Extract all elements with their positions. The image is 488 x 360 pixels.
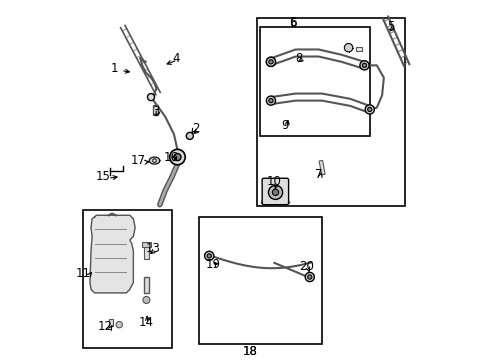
Text: 6: 6 — [289, 16, 296, 29]
Text: 17: 17 — [131, 154, 146, 167]
Bar — [142, 242, 151, 247]
Polygon shape — [90, 215, 135, 293]
Text: 13: 13 — [145, 242, 160, 255]
Text: 4: 4 — [172, 52, 179, 65]
Circle shape — [266, 57, 275, 66]
Bar — [143, 277, 148, 293]
Circle shape — [207, 254, 211, 258]
Circle shape — [116, 321, 122, 328]
Text: 19: 19 — [205, 258, 220, 271]
Bar — [143, 245, 149, 259]
Text: 2: 2 — [192, 122, 199, 135]
Text: 9: 9 — [281, 119, 288, 132]
Circle shape — [268, 99, 272, 103]
Circle shape — [307, 275, 311, 279]
Circle shape — [266, 96, 275, 105]
Circle shape — [266, 57, 275, 66]
Text: 6: 6 — [289, 17, 296, 30]
Text: 3: 3 — [152, 105, 159, 118]
FancyBboxPatch shape — [262, 178, 288, 205]
Circle shape — [169, 149, 185, 165]
Text: 12: 12 — [98, 320, 112, 333]
Bar — [355, 47, 361, 51]
Text: 5: 5 — [386, 20, 394, 33]
Text: 8: 8 — [295, 52, 302, 65]
Circle shape — [204, 251, 213, 260]
Circle shape — [365, 105, 374, 114]
Circle shape — [152, 159, 156, 162]
Text: 15: 15 — [95, 170, 110, 183]
Circle shape — [268, 185, 282, 199]
Text: 14: 14 — [138, 316, 153, 329]
Bar — [319, 161, 325, 175]
Text: 10: 10 — [266, 175, 282, 188]
Bar — [260, 27, 369, 136]
Circle shape — [186, 132, 193, 139]
Circle shape — [344, 44, 352, 52]
Circle shape — [268, 60, 272, 64]
Circle shape — [142, 296, 150, 303]
Polygon shape — [149, 157, 160, 164]
Bar — [256, 18, 404, 207]
Circle shape — [367, 107, 371, 112]
Text: 20: 20 — [298, 260, 313, 273]
Text: 1: 1 — [110, 62, 118, 75]
Bar — [83, 210, 172, 348]
Text: 11: 11 — [75, 267, 90, 280]
Bar — [198, 217, 322, 344]
Circle shape — [359, 61, 368, 70]
Text: 18: 18 — [242, 345, 257, 357]
Circle shape — [147, 94, 154, 101]
Circle shape — [174, 154, 181, 161]
Bar — [152, 105, 158, 115]
Text: 18: 18 — [242, 345, 257, 357]
Text: 16: 16 — [163, 150, 179, 163]
Circle shape — [305, 273, 314, 282]
Circle shape — [272, 189, 278, 195]
Circle shape — [362, 63, 366, 67]
Bar — [108, 319, 113, 327]
Text: 7: 7 — [314, 168, 322, 181]
